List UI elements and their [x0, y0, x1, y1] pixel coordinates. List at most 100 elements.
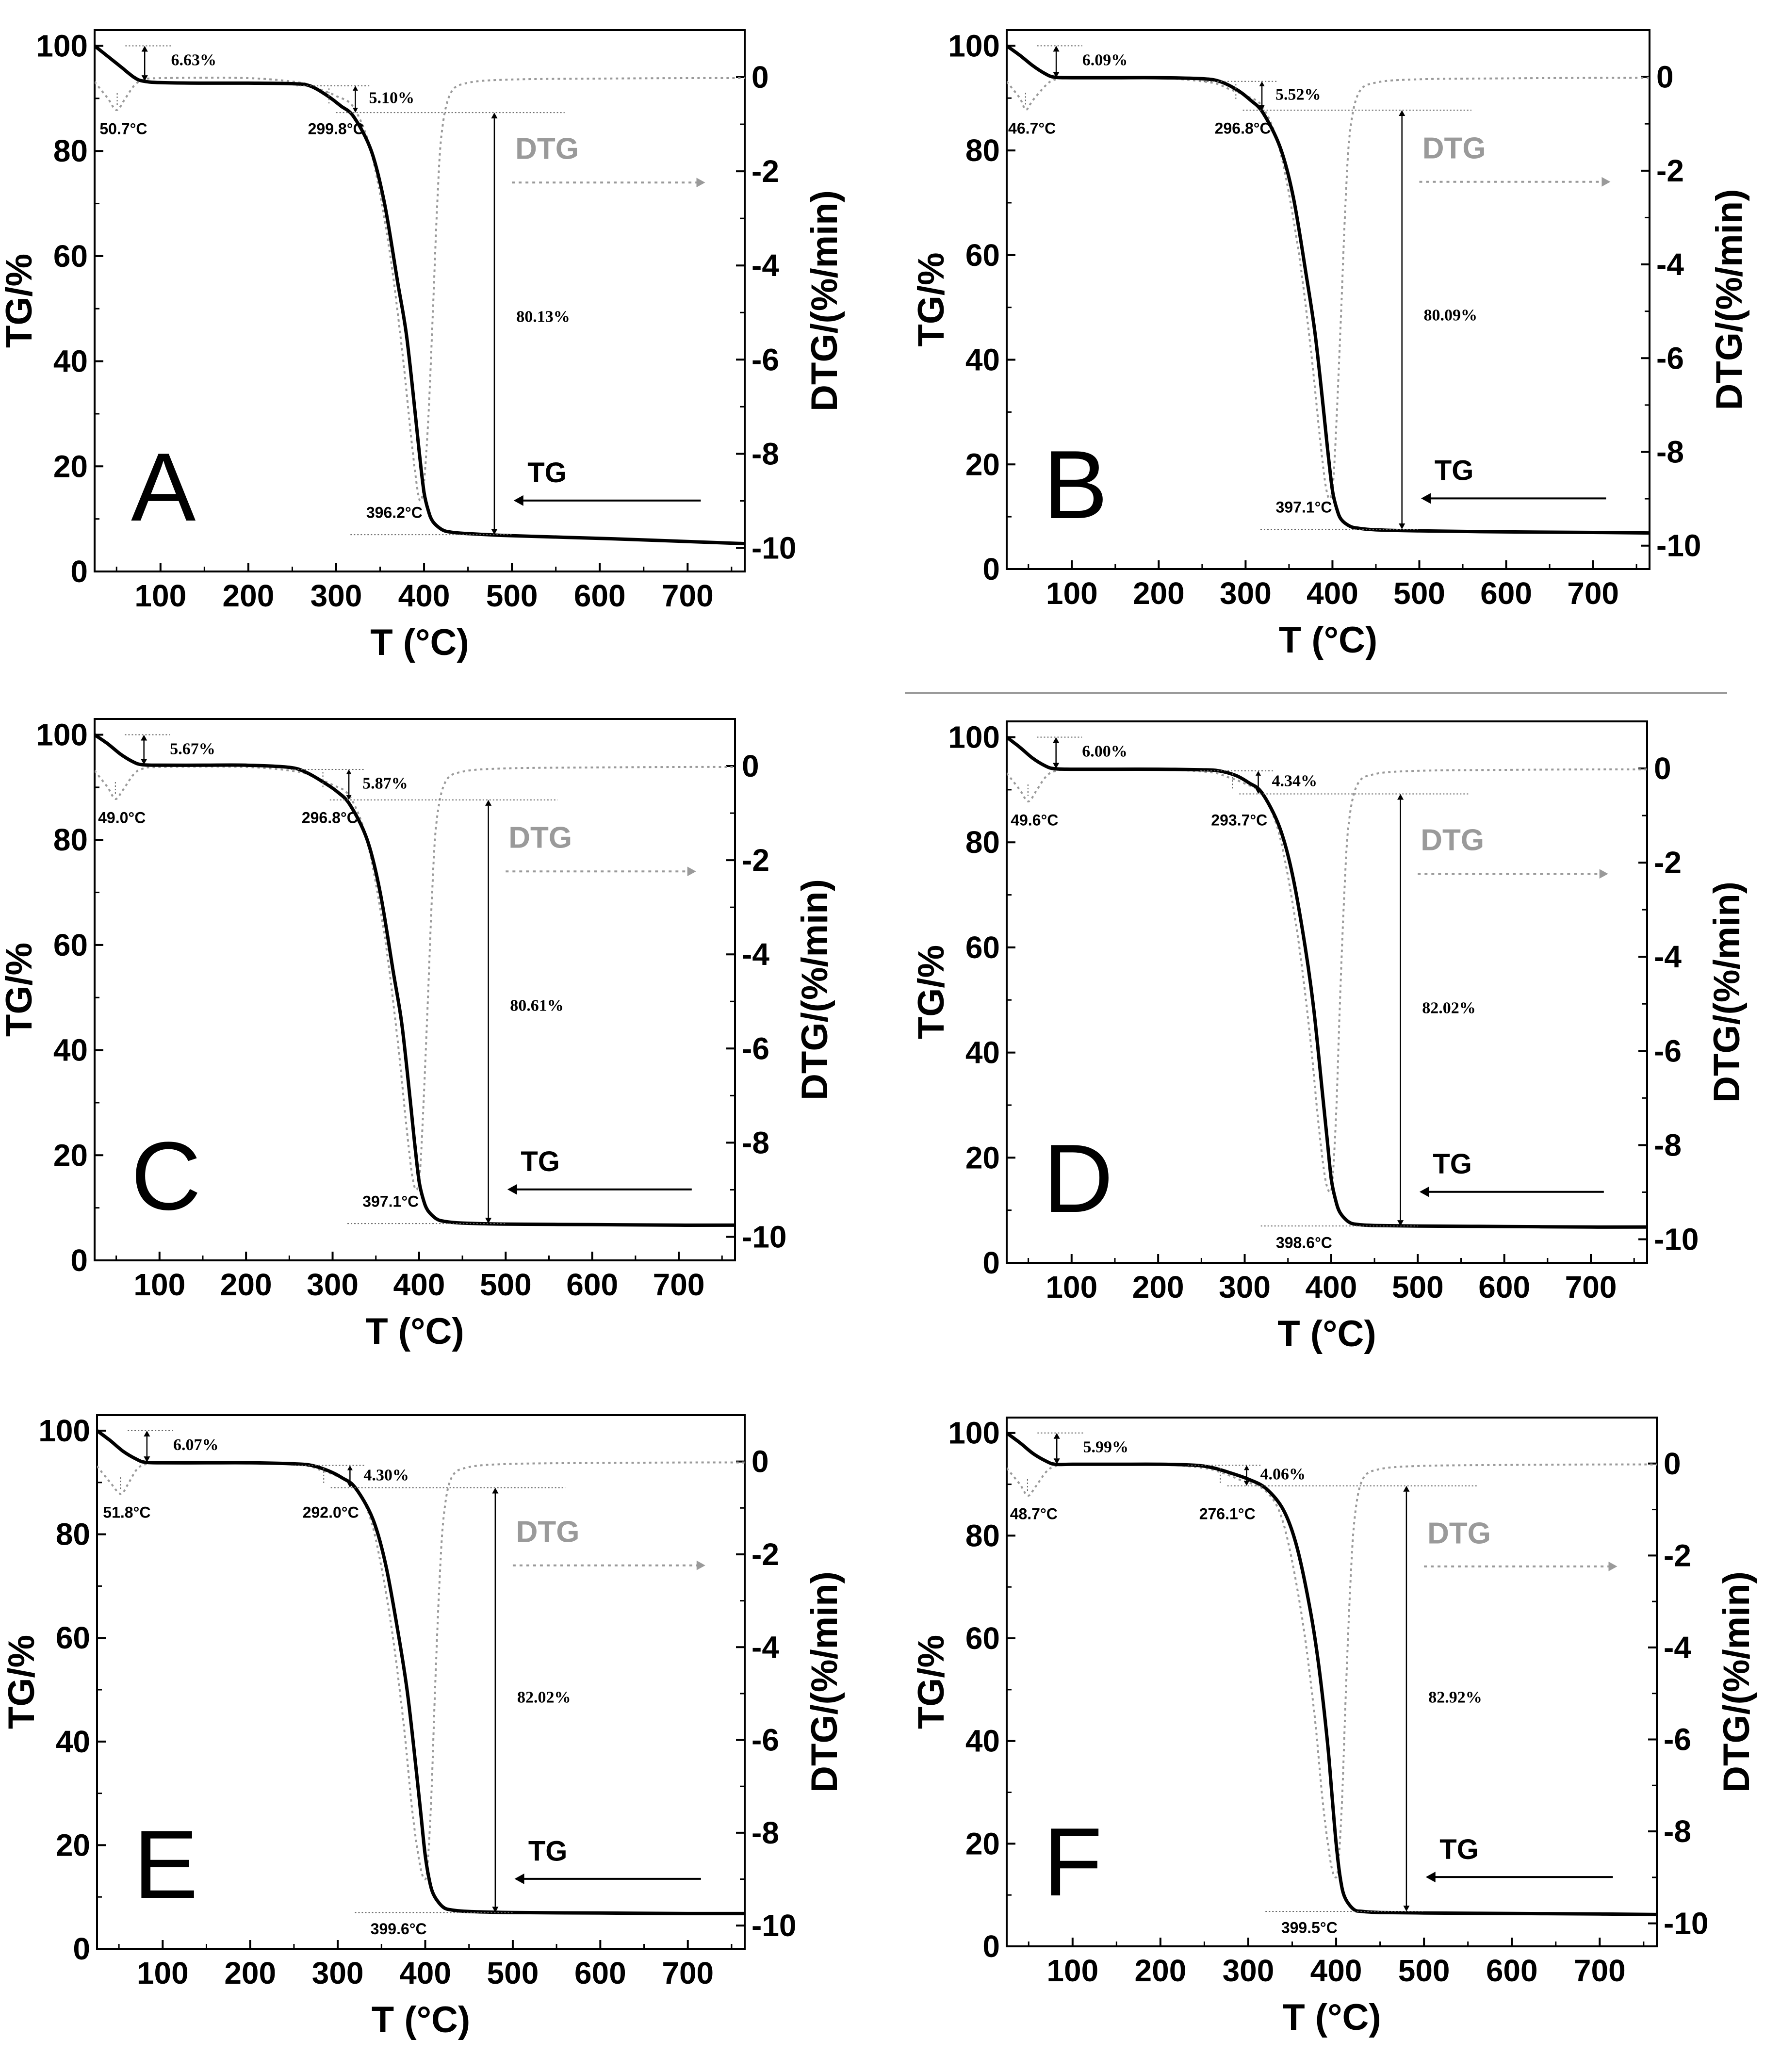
x-tick-label: 500	[1393, 576, 1445, 611]
step2-arrow-top	[347, 1465, 353, 1470]
y-left-tick-label: 40	[965, 1724, 1000, 1759]
panel-letter: E	[133, 1811, 198, 1919]
step2-arrow-top	[352, 85, 358, 91]
tg-legend-label: TG	[528, 1835, 568, 1867]
y-left-tick-label: 20	[965, 447, 1000, 482]
step1-arrow-bottom	[1053, 72, 1060, 78]
peak3-label: 398.6°C	[1276, 1234, 1332, 1252]
y-right-tick-label: -4	[1654, 939, 1682, 974]
y-left-axis-title: TG/%	[0, 943, 40, 1037]
y-left-tick-label: 0	[70, 554, 88, 589]
onset2-label: 292.0°C	[303, 1503, 359, 1521]
step3-loss-label: 82.02%	[1422, 999, 1476, 1017]
step1-arrow-bottom	[1053, 1458, 1060, 1465]
y-right-axis-title: DTG/(%/min)	[804, 190, 845, 411]
x-tick-label: 700	[1567, 576, 1619, 611]
panel-f: 100 200 300 400 500 600 700 0 20 40 60 80 100 0 -2 -4 -6…	[911, 1416, 1757, 2038]
x-tick-label: 200	[224, 1956, 276, 1990]
panel-letter: F	[1043, 1808, 1102, 1916]
step2-loss-label: 4.06%	[1260, 1466, 1306, 1484]
y-left-axis-title: TG/%	[911, 252, 952, 346]
y-left-tick-label: 80	[56, 1517, 90, 1552]
step2-arrow-top	[1259, 81, 1265, 86]
y-right-tick-label: 0	[752, 60, 769, 95]
y-right-tick-label: -6	[742, 1031, 769, 1066]
step1-loss-label: 6.09%	[1082, 51, 1128, 69]
panel-d: 100 200 300 400 500 600 700 0 20 40 60 80 100 0 -2 -4 -6…	[911, 720, 1748, 1354]
tg-legend-label: TG	[1435, 455, 1474, 487]
x-tick-label: 100	[133, 1267, 185, 1302]
dtg-legend-label: DTG	[1427, 1517, 1491, 1550]
y-right-tick-label: -10	[1664, 1906, 1709, 1941]
peak1-label: 50.7°C	[99, 120, 147, 138]
dtg-curve	[95, 77, 745, 502]
y-left-tick-label: 0	[982, 1245, 1000, 1280]
y-left-tick-label: 100	[38, 1413, 90, 1448]
step1-arrow-bottom	[144, 1456, 150, 1463]
y-left-tick-label: 100	[948, 1416, 1000, 1451]
y-right-tick-label: -4	[742, 937, 769, 972]
x-tick-label: 600	[574, 1956, 626, 1990]
step3-loss-label: 82.02%	[517, 1689, 571, 1707]
peak3-label: 399.5°C	[1281, 1919, 1338, 1936]
x-tick-label: 400	[393, 1267, 445, 1302]
step3-arrow-top	[1399, 110, 1405, 116]
y-right-tick-label: -8	[742, 1125, 769, 1160]
y-right-tick-label: -10	[752, 530, 797, 565]
x-axis-title: T (°C)	[1282, 1997, 1381, 2038]
plot-frame	[1006, 1417, 1658, 1947]
y-left-tick-label: 60	[53, 239, 88, 274]
y-right-tick-label: -8	[1664, 1814, 1691, 1849]
y-right-tick-label: -2	[752, 154, 779, 189]
step3-loss-label: 80.61%	[510, 996, 564, 1014]
peak1-label: 49.6°C	[1011, 812, 1058, 829]
onset2-label: 293.7°C	[1211, 812, 1267, 829]
step2-arrow-top	[346, 769, 352, 775]
x-tick-label: 600	[1478, 1270, 1530, 1305]
step1-arrow-top	[1053, 737, 1060, 743]
step1-arrow-top	[144, 1431, 150, 1437]
y-right-tick-label: -6	[1664, 1722, 1691, 1757]
dtg-legend-arrowhead	[696, 178, 705, 188]
x-axis-title: T (°C)	[1279, 620, 1377, 661]
y-left-tick-label: 20	[965, 1826, 1000, 1861]
dtg-legend-arrowhead	[1599, 869, 1608, 879]
y-right-tick-label: 0	[742, 749, 759, 783]
peak1-label: 51.8°C	[103, 1503, 150, 1521]
step3-loss-label: 80.09%	[1423, 307, 1477, 325]
tg-legend-arrowhead	[1425, 1872, 1436, 1883]
y-left-tick-label: 80	[53, 133, 88, 168]
y-right-tick-label: 0	[1664, 1446, 1681, 1481]
x-tick-label: 700	[662, 1956, 714, 1990]
x-tick-label: 400	[1307, 576, 1358, 611]
step3-arrow-bottom	[492, 1907, 499, 1913]
step2-arrow-bottom	[1256, 789, 1261, 794]
x-tick-label: 100	[134, 578, 186, 613]
x-tick-label: 300	[312, 1956, 364, 1990]
peak1-label: 46.7°C	[1008, 120, 1056, 137]
step1-arrow-bottom	[141, 75, 148, 82]
dtg-legend-label: DTG	[1421, 823, 1484, 857]
y-left-tick-label: 100	[948, 720, 1000, 755]
peak3-label: 397.1°C	[362, 1192, 419, 1210]
x-tick-label: 600	[1480, 576, 1532, 611]
x-tick-label: 200	[223, 578, 275, 613]
step3-arrow-top	[492, 1487, 499, 1494]
panel-letter: B	[1043, 431, 1108, 539]
y-left-tick-label: 100	[36, 29, 88, 64]
y-left-tick-label: 0	[982, 552, 1000, 587]
y-left-tick-label: 60	[965, 238, 1000, 273]
step2-arrow-bottom	[352, 108, 358, 113]
step2-loss-label: 5.52%	[1275, 85, 1321, 103]
tg-legend-arrowhead	[514, 1873, 524, 1884]
y-right-tick-label: -6	[752, 1723, 779, 1758]
y-right-axis-title: DTG/(%/min)	[804, 1571, 845, 1793]
step3-loss-label: 80.13%	[516, 308, 570, 326]
tg-legend-arrowhead	[1419, 1186, 1429, 1197]
dtg-legend-arrowhead	[687, 866, 696, 877]
x-tick-label: 700	[653, 1267, 705, 1302]
dtg-legend-label: DTG	[1422, 131, 1486, 165]
x-axis-title: T (°C)	[372, 1999, 470, 2040]
panel-letter: D	[1043, 1125, 1113, 1233]
